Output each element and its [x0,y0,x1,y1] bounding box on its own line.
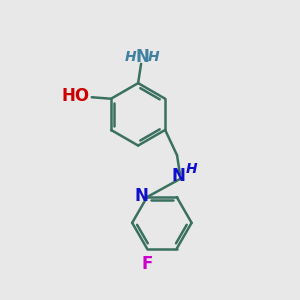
Text: N: N [172,167,185,185]
Text: H: H [186,162,198,176]
Text: N: N [135,188,148,206]
Text: N: N [136,48,149,66]
Text: F: F [141,255,153,273]
Text: H: H [125,50,136,64]
Text: H: H [148,50,159,64]
Text: HO: HO [61,87,89,105]
